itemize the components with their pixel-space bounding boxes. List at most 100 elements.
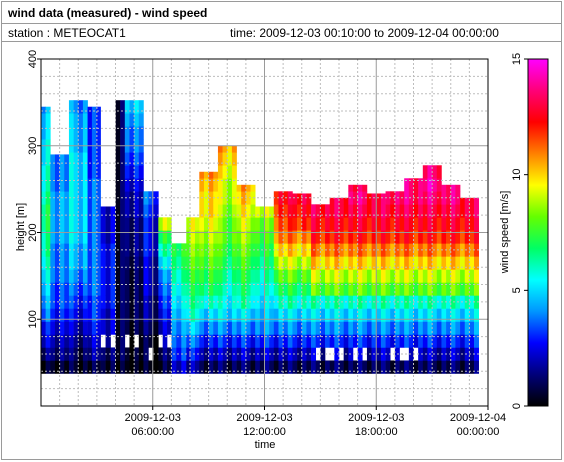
heatmap-cell: [287, 269, 293, 283]
heatmap-cell: [199, 178, 205, 192]
heatmap-cell: [64, 154, 70, 166]
heatmap-cell: [376, 204, 382, 218]
heatmap-cell: [190, 243, 196, 257]
heatmap-cell: [320, 360, 326, 374]
heatmap-cell: [311, 282, 317, 296]
heatmap-cell: [208, 217, 214, 231]
heatmap-cell: [208, 191, 214, 205]
heatmap-cell: [100, 243, 106, 257]
heatmap-cell: [241, 217, 247, 231]
heatmap-cell: [241, 347, 247, 361]
heatmap-cell: [73, 269, 79, 283]
heatmap-cell: [362, 282, 368, 296]
heatmap-cell: [45, 152, 51, 166]
heatmap-cell: [297, 204, 303, 218]
heatmap-cell: [432, 256, 438, 270]
heatmap-cell: [87, 106, 93, 114]
heatmap-cell: [245, 269, 251, 283]
heatmap-cell: [87, 178, 93, 192]
heatmap-cell: [231, 334, 237, 348]
heatmap-cell: [68, 308, 74, 322]
heatmap-cell: [115, 165, 121, 179]
heatmap-cell: [50, 204, 56, 218]
heatmap-cell: [59, 230, 65, 244]
heatmap-cell: [264, 217, 270, 231]
heatmap-cell: [278, 334, 284, 348]
heatmap-cell: [110, 230, 116, 244]
heatmap-cell: [269, 269, 275, 283]
heatmap-cell: [73, 191, 79, 205]
heatmap-cell: [245, 321, 251, 335]
heatmap-cell: [82, 204, 88, 218]
heatmap-cell: [450, 282, 456, 296]
heatmap-cell: [259, 308, 265, 322]
heatmap-cell: [432, 269, 438, 283]
heatmap-cell: [455, 269, 461, 283]
heatmap-cell: [422, 308, 428, 322]
heatmap-cell: [329, 243, 335, 257]
heatmap-cell: [231, 230, 237, 244]
heatmap-cell: [115, 100, 121, 114]
heatmap-cell: [250, 184, 256, 192]
heatmap-cell: [105, 269, 111, 283]
heatmap-cell: [352, 191, 358, 205]
heatmap-cell: [464, 282, 470, 296]
heatmap-cell: [222, 360, 228, 374]
heatmap-cell: [45, 269, 51, 283]
heatmap-cell: [54, 165, 60, 179]
heatmap-cell: [306, 321, 312, 335]
heatmap-cell: [343, 282, 349, 296]
heatmap-cell: [167, 256, 172, 270]
heatmap-cell: [334, 360, 340, 374]
heatmap-cell: [390, 282, 396, 296]
heatmap-cell: [287, 360, 293, 374]
heatmap-cell: [64, 165, 70, 179]
heatmap-cell: [427, 334, 433, 348]
heatmap-cell: [162, 217, 168, 231]
heatmap-cell: [399, 204, 405, 218]
heatmap-cell: [413, 230, 419, 244]
heatmap-cell: [217, 360, 223, 374]
heatmap-cell: [385, 217, 391, 231]
heatmap-cell: [176, 282, 182, 296]
heatmap-cell: [292, 282, 298, 296]
heatmap-cell: [54, 269, 60, 283]
heatmap-cell: [446, 256, 452, 270]
heatmap-cell: [259, 206, 265, 218]
heatmap-cell: [78, 256, 84, 270]
heatmap-cell: [278, 347, 284, 361]
heatmap-cell: [329, 321, 335, 335]
heatmap-cell: [236, 334, 242, 348]
heatmap-cell: [436, 347, 442, 361]
heatmap-cell: [357, 308, 363, 322]
heatmap-cell: [385, 256, 391, 270]
heatmap-cell: [273, 360, 279, 374]
heatmap-cell: [460, 269, 466, 283]
heatmap-cell: [464, 217, 470, 231]
heatmap-cell: [339, 204, 344, 218]
heatmap-cell: [231, 308, 237, 322]
x-tick-label: 12:00:00: [243, 426, 286, 438]
heatmap-cell: [162, 269, 168, 283]
heatmap-cell: [158, 256, 163, 270]
heatmap-cell: [203, 321, 209, 335]
heatmap-cell: [68, 295, 74, 309]
heatmap-cell: [413, 256, 419, 270]
heatmap-cell: [264, 308, 270, 322]
heatmap-cell: [446, 204, 452, 218]
heatmap-cell: [78, 113, 84, 127]
heatmap-cell: [138, 334, 144, 348]
heatmap-cell: [96, 217, 101, 231]
heatmap-cell: [427, 321, 433, 335]
heatmap-cell: [115, 113, 121, 127]
heatmap-cell: [390, 217, 396, 231]
heatmap-cell: [120, 360, 126, 374]
heatmap-cell: [73, 204, 79, 218]
heatmap-cell: [41, 256, 46, 270]
heatmap-cell: [273, 282, 279, 296]
heatmap-cell: [436, 178, 442, 192]
heatmap-cell: [418, 243, 424, 257]
heatmap-cell: [186, 269, 191, 283]
heatmap-cell: [273, 204, 279, 218]
heatmap-cell: [158, 217, 163, 231]
